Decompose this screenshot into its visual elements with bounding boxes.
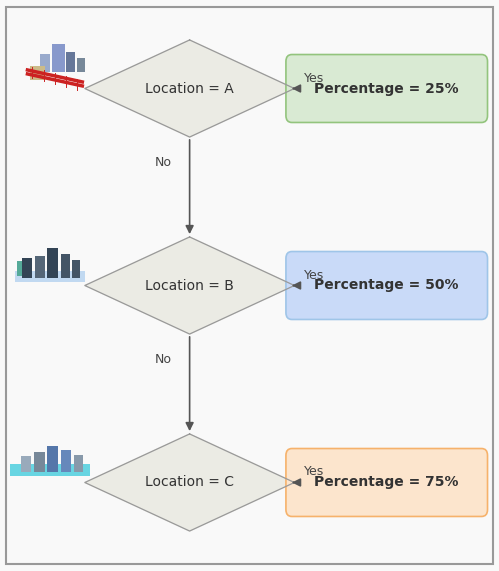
FancyBboxPatch shape [47, 248, 58, 278]
FancyBboxPatch shape [40, 54, 50, 72]
FancyBboxPatch shape [21, 456, 31, 472]
Text: Percentage = 50%: Percentage = 50% [314, 279, 459, 292]
Text: Location = A: Location = A [145, 82, 234, 95]
Text: Percentage = 75%: Percentage = 75% [314, 476, 459, 489]
Text: Yes: Yes [304, 465, 325, 478]
Polygon shape [85, 434, 294, 531]
Polygon shape [85, 40, 294, 137]
FancyBboxPatch shape [286, 449, 488, 516]
Text: Yes: Yes [304, 268, 325, 282]
Polygon shape [85, 237, 294, 334]
FancyBboxPatch shape [34, 452, 45, 472]
FancyBboxPatch shape [74, 456, 83, 472]
FancyBboxPatch shape [286, 251, 488, 320]
Text: Location = B: Location = B [145, 279, 234, 292]
FancyBboxPatch shape [66, 52, 75, 72]
FancyBboxPatch shape [15, 271, 85, 282]
FancyBboxPatch shape [47, 447, 58, 472]
FancyBboxPatch shape [30, 66, 45, 80]
Text: No: No [155, 353, 172, 366]
FancyBboxPatch shape [286, 54, 488, 123]
FancyBboxPatch shape [61, 450, 71, 472]
FancyBboxPatch shape [10, 464, 90, 476]
Text: Location = C: Location = C [145, 476, 234, 489]
Text: Percentage = 25%: Percentage = 25% [314, 82, 459, 95]
FancyBboxPatch shape [77, 58, 85, 72]
FancyBboxPatch shape [52, 44, 65, 72]
FancyBboxPatch shape [35, 256, 45, 278]
FancyBboxPatch shape [61, 254, 70, 278]
Text: Yes: Yes [304, 71, 325, 85]
FancyBboxPatch shape [22, 258, 32, 278]
Text: No: No [155, 156, 172, 169]
FancyBboxPatch shape [72, 260, 80, 278]
FancyBboxPatch shape [17, 261, 22, 276]
